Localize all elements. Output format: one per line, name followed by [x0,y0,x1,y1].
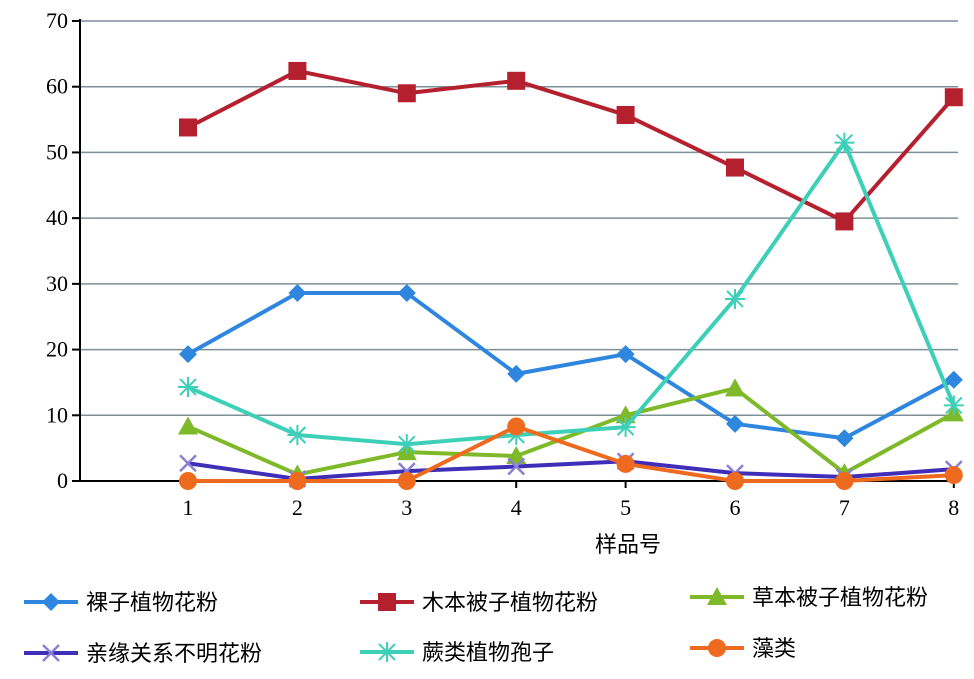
x-tick-label: 8 [948,495,959,520]
legend-item: 亲缘关系不明花粉 [24,642,262,667]
y-tick-label: 40 [46,205,68,230]
data-point [616,454,635,473]
legend-marker [42,593,60,611]
data-point [397,472,416,490]
data-point [944,88,963,107]
series-line [187,386,955,477]
x-tick-label: 2 [292,495,303,520]
series-4 [179,452,963,488]
legend-item: 裸子植物花粉 [24,591,218,616]
data-point [507,364,526,383]
legend-label: 草本被子植物花粉 [752,586,928,611]
data-point [179,472,197,490]
series-line [187,459,954,482]
data-point [179,345,197,364]
data-point [944,370,963,389]
series-6 [179,417,963,490]
legend-label: 蕨类植物孢子 [422,641,554,666]
data-point [943,395,964,416]
legend-marker [378,593,396,611]
x-tick-label: 4 [511,495,522,520]
data-point [179,118,197,137]
data-point [507,71,526,90]
data-point [288,472,307,490]
y-axis-ticks: 0 10 20 30 40 50 60 70 [46,8,80,493]
legend-label: 藻类 [752,637,796,662]
series-line [187,140,956,447]
series-1 [179,284,963,448]
data-point [179,454,197,473]
legend-marker [708,639,726,657]
x-tick-label: 6 [730,495,741,520]
data-point [616,105,635,124]
legend-label: 亲缘关系不明花粉 [86,642,262,667]
y-tick-label: 30 [46,271,68,296]
data-point [726,472,744,490]
data-point [288,284,307,303]
series-group [178,61,964,490]
data-point [288,61,307,80]
data-point [835,212,854,231]
legend-label: 裸子植物花粉 [86,591,218,616]
data-point [835,429,854,448]
data-point [178,416,198,435]
series-line [187,291,955,441]
x-tick-label: 1 [183,495,194,520]
data-point [835,472,854,490]
x-tick-label: 7 [839,495,850,520]
data-point [506,446,527,465]
data-point [616,345,635,364]
data-point [726,414,744,433]
data-point [725,378,745,397]
series-2 [179,61,963,231]
y-tick-label: 20 [46,337,68,362]
data-point [507,457,526,476]
data-point [397,284,416,303]
data-point [725,288,745,309]
legend-marker [707,587,727,605]
data-point [397,84,416,103]
legend-item: 藻类 [690,637,796,662]
series-5 [178,132,964,455]
y-tick-label: 70 [46,8,68,33]
x-tick-label: 5 [620,495,631,520]
data-point [507,417,526,436]
legend-item: 蕨类植物孢子 [360,641,554,666]
y-tick-label: 60 [46,74,68,99]
data-point [178,377,198,398]
data-point [944,466,963,485]
data-point [834,132,855,153]
y-tick-label: 50 [46,139,68,164]
legend-label: 木本被子植物花粉 [422,591,598,616]
x-axis-label: 样品号 [595,533,661,558]
data-point [726,158,744,177]
x-tick-label: 3 [401,495,412,520]
y-tick-label: 0 [57,468,68,493]
series-line [188,424,954,483]
data-point [396,434,417,455]
y-tick-label: 10 [46,402,68,427]
legend-item: 木本被子植物花粉 [360,591,598,616]
legend-marker [377,642,397,662]
data-point [615,417,636,438]
data-point [287,425,308,445]
legend-marker [42,644,60,662]
legend-item: 草本被子植物花粉 [690,586,928,611]
series-line [187,68,956,224]
